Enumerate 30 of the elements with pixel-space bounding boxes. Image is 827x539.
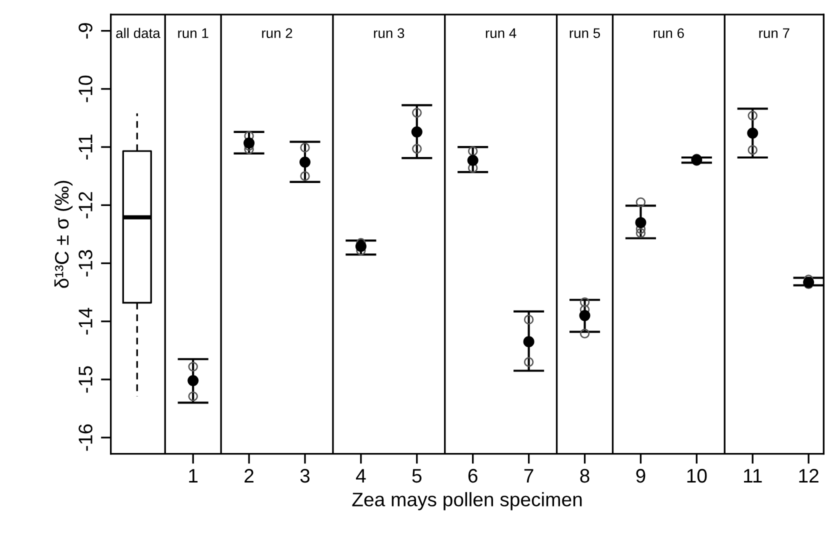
y-tick-label: -14 — [78, 308, 92, 335]
x-axis-title: Zea mays pollen specimen — [352, 492, 582, 510]
y-tick-label: -15 — [78, 366, 92, 393]
y-axis-title: δ¹³C ± σ (‰) — [54, 180, 73, 288]
x-tick-label: 9 — [636, 468, 646, 483]
x-tick-label: 8 — [580, 468, 590, 483]
annotation: run 1 — [178, 28, 208, 38]
annotation: run 7 — [759, 28, 790, 38]
annotation: run 4 — [486, 28, 516, 38]
y-tick-label: -11 — [78, 134, 92, 160]
x-tick-label: 2 — [244, 468, 254, 483]
annotation: all data — [116, 28, 160, 38]
y-tick-label: -10 — [78, 76, 92, 102]
x-tick-label: 4 — [356, 469, 366, 483]
annotation: run 6 — [654, 28, 684, 38]
annotation: run 2 — [262, 28, 292, 38]
y-tick-label: -12 — [78, 192, 92, 218]
x-tick-label: 3 — [300, 468, 310, 483]
x-tick-label: 6 — [468, 468, 478, 483]
y-tick-label: -13 — [78, 250, 92, 276]
y-tick-label: -16 — [78, 424, 92, 451]
x-tick-label: 11 — [744, 469, 762, 483]
x-tick-label: 5 — [412, 469, 422, 483]
x-tick-label: 12 — [799, 468, 818, 483]
y-tick-label: -9 — [78, 23, 92, 39]
x-tick-label: 10 — [687, 468, 707, 483]
annotation: run 3 — [374, 28, 404, 38]
x-tick-label: 1 — [189, 469, 198, 483]
x-tick-label: 7 — [524, 469, 534, 483]
annotation: run 5 — [570, 28, 600, 38]
